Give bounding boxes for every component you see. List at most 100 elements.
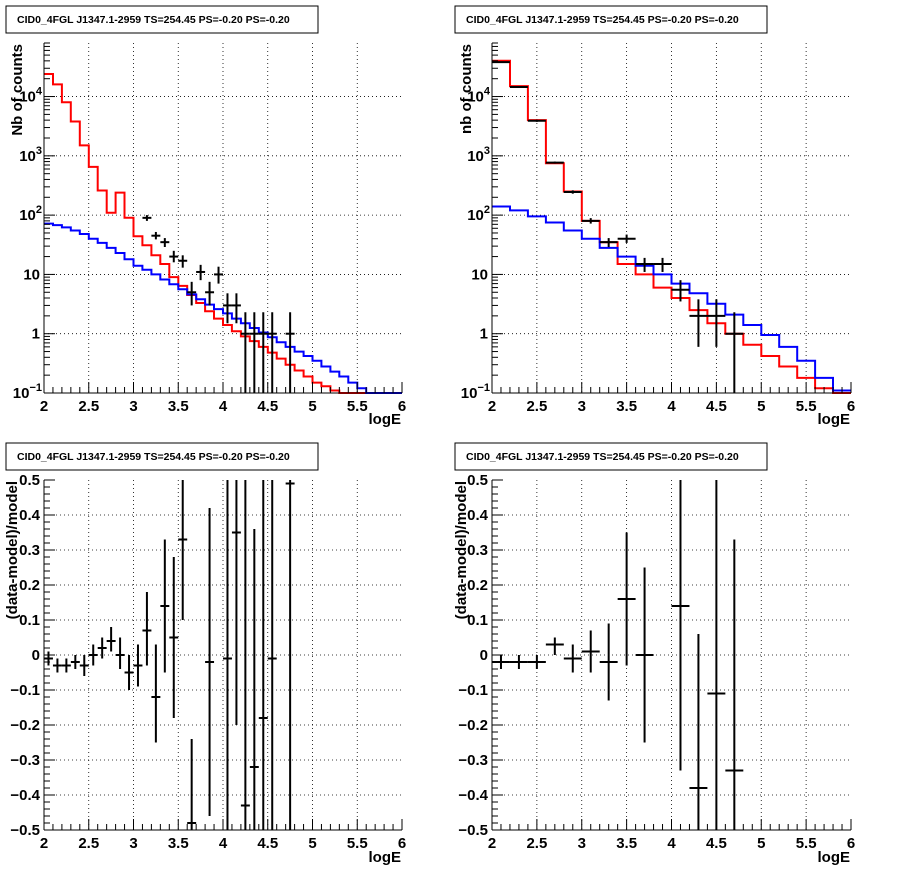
title-box	[454, 442, 768, 471]
x-tick-label: 6	[847, 835, 855, 852]
y-tick-label: −0.2	[458, 717, 488, 734]
y-tick-label: 0.2	[19, 577, 40, 594]
x-tick-label: 3	[129, 835, 137, 852]
x-tick-label: 4	[667, 835, 676, 852]
x-tick-label: 5	[308, 835, 316, 852]
x-tick-label: 4.5	[257, 835, 278, 852]
y-tick-label: 0	[480, 647, 488, 664]
x-tick-label: 5	[757, 835, 765, 852]
y-tick-label: 0.4	[467, 507, 489, 524]
title-box	[454, 5, 768, 34]
y-tick-label: −0.5	[10, 822, 40, 839]
y-tick-label: 0.5	[467, 472, 488, 489]
y-tick-label: 104	[19, 86, 43, 106]
y-tick-label: 0.4	[19, 507, 41, 524]
y-tick-label: 1	[480, 326, 488, 343]
plot-area: 2 2.5 3 3.5 4 4.5 5 5.5 6 10−1 1 10 102 103 104	[461, 42, 855, 415]
plot-background	[44, 43, 402, 393]
x-tick-label: 6	[847, 398, 855, 415]
y-tick-label: 0.1	[19, 612, 40, 629]
y-tick-label: 10−1	[461, 382, 490, 402]
panel-title: CID0_4FGL J1347.1-2959 TS=254.45 PS=-0.2…	[17, 451, 290, 463]
x-tick-label: 3.5	[616, 398, 637, 415]
x-tick-label: 3	[129, 398, 137, 415]
x-axis-label: logE	[818, 849, 851, 866]
x-tick-label: 3.5	[616, 835, 637, 852]
y-tick-label: 10	[471, 266, 488, 283]
x-tick-label: 4.5	[257, 398, 278, 415]
y-tick-label: −0.1	[10, 682, 40, 699]
plot-background	[44, 480, 402, 830]
x-tick-label: 3.5	[168, 835, 189, 852]
y-tick-label: 10−1	[13, 382, 42, 402]
x-tick-label: 3.5	[168, 398, 189, 415]
y-tick-label: −0.4	[10, 787, 40, 804]
y-tick-label: −0.3	[10, 752, 40, 769]
y-tick-label: 0.5	[19, 472, 40, 489]
x-tick-label: 6	[398, 398, 406, 415]
x-tick-label: 4	[667, 398, 676, 415]
y-tick-label: −0.5	[458, 822, 488, 839]
y-axis-label: Nb of counts	[9, 44, 26, 136]
x-axis-label: logE	[369, 849, 402, 866]
x-tick-label: 5	[757, 398, 765, 415]
y-tick-label: 0.3	[19, 542, 40, 559]
panel-top-left: CID0_4FGL J1347.1-2959 TS=254.45 PS=-0.2…	[5, 5, 406, 428]
x-tick-label: 2	[40, 398, 48, 415]
x-tick-label: 2.5	[78, 835, 99, 852]
y-tick-label: 0	[32, 647, 40, 664]
plot-background	[492, 480, 851, 830]
plot-area: 2 2.5 3 3.5 4 4.5 5 5.5 6 −0.5 −0.4 −0.3 −0.2 −0.1 0 0.…	[458, 472, 855, 852]
plot-background	[492, 43, 851, 393]
x-tick-label: 6	[398, 835, 406, 852]
series-line	[44, 222, 402, 394]
y-tick-label: 0.1	[467, 612, 488, 629]
x-tick-label: 2	[40, 835, 48, 852]
plot-area: 2 2.5 3 3.5 4 4.5 5 5.5 6 10−1 1 10 102 103 104	[13, 42, 406, 415]
y-tick-label: 10	[23, 266, 40, 283]
panel-title: CID0_4FGL J1347.1-2959 TS=254.45 PS=-0.2…	[466, 14, 739, 26]
panel-title: CID0_4FGL J1347.1-2959 TS=254.45 PS=-0.2…	[17, 14, 290, 26]
x-tick-label: 2.5	[78, 398, 99, 415]
x-tick-label: 2.5	[526, 835, 547, 852]
y-tick-label: 102	[467, 204, 490, 224]
x-tick-label: 5.5	[347, 835, 368, 852]
title-box	[5, 5, 319, 34]
y-tick-label: 0.3	[467, 542, 488, 559]
y-tick-label: −0.1	[458, 682, 488, 699]
x-tick-label: 2.5	[526, 398, 547, 415]
x-axis-label: logE	[818, 411, 851, 428]
x-tick-label: 5	[308, 398, 316, 415]
y-tick-label: 1	[32, 326, 40, 343]
x-tick-label: 4	[219, 398, 228, 415]
x-tick-label: 5.5	[796, 835, 817, 852]
panel-title: CID0_4FGL J1347.1-2959 TS=254.45 PS=-0.2…	[466, 451, 739, 463]
y-tick-label: 103	[19, 145, 42, 165]
x-axis-label: logE	[369, 411, 402, 428]
y-axis-label: (data-model)/model	[4, 481, 21, 619]
x-tick-label: 3	[578, 398, 586, 415]
y-tick-label: 0.2	[467, 577, 488, 594]
x-tick-label: 4.5	[706, 398, 727, 415]
panel-bottom-right: CID0_4FGL J1347.1-2959 TS=254.45 PS=-0.2…	[453, 442, 855, 866]
panel-bottom-left: CID0_4FGL J1347.1-2959 TS=254.45 PS=-0.2…	[4, 442, 406, 866]
x-tick-label: 2	[488, 398, 496, 415]
x-tick-label: 5.5	[796, 398, 817, 415]
panel-top-right: CID0_4FGL J1347.1-2959 TS=254.45 PS=-0.2…	[454, 5, 855, 428]
y-tick-label: −0.2	[10, 717, 40, 734]
series-line	[44, 73, 402, 394]
x-tick-label: 3	[578, 835, 586, 852]
x-tick-label: 5.5	[347, 398, 368, 415]
title-box	[5, 442, 319, 471]
x-tick-label: 4	[219, 835, 228, 852]
y-axis-label: (data-model)/model	[453, 481, 470, 619]
y-tick-label: 103	[467, 145, 490, 165]
y-tick-label: 104	[467, 86, 491, 106]
y-axis-label: nb of counts	[458, 44, 475, 134]
y-tick-label: −0.4	[458, 787, 488, 804]
series-line	[492, 205, 851, 392]
plot-area: 2 2.5 3 3.5 4 4.5 5 5.5 6 −0.5 −0.4 −0.3 −0.2 −0.1 0 0.…	[10, 472, 406, 852]
x-tick-label: 2	[488, 835, 496, 852]
y-tick-label: −0.3	[458, 752, 488, 769]
